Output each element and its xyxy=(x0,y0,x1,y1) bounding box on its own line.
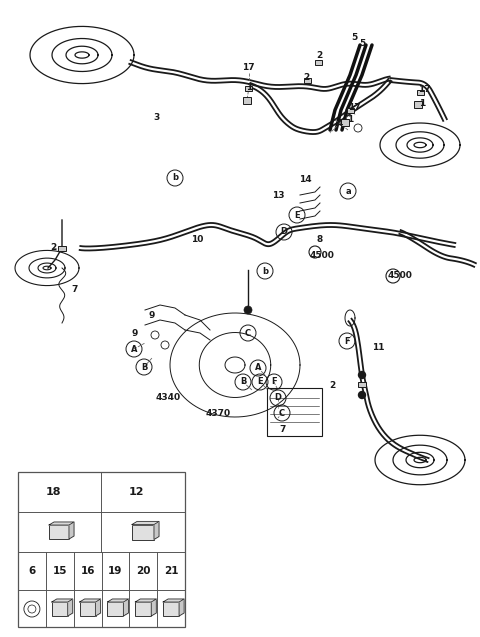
Polygon shape xyxy=(96,599,101,616)
Text: b: b xyxy=(262,266,268,275)
Text: 6: 6 xyxy=(28,566,36,576)
Text: a: a xyxy=(28,487,34,496)
Polygon shape xyxy=(135,599,156,602)
Text: 17: 17 xyxy=(348,103,360,111)
FancyBboxPatch shape xyxy=(163,602,179,616)
FancyBboxPatch shape xyxy=(347,108,353,113)
Text: 1: 1 xyxy=(419,99,425,108)
FancyBboxPatch shape xyxy=(358,382,366,387)
Text: 9: 9 xyxy=(149,311,155,320)
FancyBboxPatch shape xyxy=(49,525,69,539)
Text: D: D xyxy=(280,227,288,236)
Text: 4: 4 xyxy=(337,118,343,127)
Text: 1: 1 xyxy=(246,83,252,92)
Text: 4340: 4340 xyxy=(156,394,180,403)
FancyBboxPatch shape xyxy=(58,245,66,250)
Text: 3: 3 xyxy=(153,113,159,122)
Polygon shape xyxy=(163,599,184,602)
FancyBboxPatch shape xyxy=(132,524,154,540)
Text: F: F xyxy=(271,378,277,387)
FancyBboxPatch shape xyxy=(341,118,349,125)
FancyBboxPatch shape xyxy=(414,101,422,108)
Text: C: C xyxy=(245,329,251,338)
Text: 4370: 4370 xyxy=(205,408,230,417)
FancyBboxPatch shape xyxy=(303,78,311,83)
Text: E: E xyxy=(257,378,263,387)
Text: A: A xyxy=(131,345,137,354)
FancyBboxPatch shape xyxy=(135,602,151,616)
Polygon shape xyxy=(123,599,129,616)
Text: 5: 5 xyxy=(359,39,365,48)
Polygon shape xyxy=(68,599,73,616)
Text: 12: 12 xyxy=(129,487,144,497)
Text: 7: 7 xyxy=(72,285,78,294)
FancyBboxPatch shape xyxy=(417,90,423,94)
Polygon shape xyxy=(154,522,159,540)
FancyBboxPatch shape xyxy=(52,602,68,616)
Text: a: a xyxy=(345,187,351,196)
Text: D: D xyxy=(275,394,281,403)
Text: 21: 21 xyxy=(164,566,179,576)
FancyBboxPatch shape xyxy=(18,472,185,627)
Text: 15: 15 xyxy=(52,566,67,576)
Text: B: B xyxy=(141,362,147,371)
Text: 16: 16 xyxy=(80,566,95,576)
Text: 17: 17 xyxy=(418,85,430,94)
Text: 11: 11 xyxy=(372,343,384,352)
Polygon shape xyxy=(49,522,74,525)
Text: 4500: 4500 xyxy=(387,271,412,280)
FancyBboxPatch shape xyxy=(108,602,123,616)
Text: A: A xyxy=(255,364,261,373)
Text: 2: 2 xyxy=(329,380,335,389)
Polygon shape xyxy=(52,599,73,602)
Polygon shape xyxy=(108,599,129,602)
Text: F: F xyxy=(344,336,350,345)
Polygon shape xyxy=(179,599,184,616)
Text: 2: 2 xyxy=(316,50,322,59)
FancyBboxPatch shape xyxy=(314,59,322,64)
Text: 5: 5 xyxy=(351,34,357,43)
Circle shape xyxy=(359,392,365,399)
Text: 18: 18 xyxy=(46,487,61,497)
Text: b: b xyxy=(172,173,178,182)
Circle shape xyxy=(359,371,365,378)
Circle shape xyxy=(244,306,252,314)
Text: 13: 13 xyxy=(272,192,284,201)
Polygon shape xyxy=(151,599,156,616)
Text: 2: 2 xyxy=(50,243,56,252)
FancyBboxPatch shape xyxy=(80,602,96,616)
Text: 4500: 4500 xyxy=(310,250,335,259)
Polygon shape xyxy=(69,522,74,539)
Text: E: E xyxy=(294,210,300,220)
Polygon shape xyxy=(132,522,159,524)
FancyBboxPatch shape xyxy=(244,85,252,90)
Text: 7: 7 xyxy=(280,426,286,434)
Text: 8: 8 xyxy=(317,236,323,245)
Polygon shape xyxy=(80,599,101,602)
Text: 17: 17 xyxy=(242,64,254,73)
Text: 2: 2 xyxy=(303,73,309,82)
Text: B: B xyxy=(240,378,246,387)
Text: b: b xyxy=(111,487,117,496)
Text: 14: 14 xyxy=(299,176,312,185)
FancyBboxPatch shape xyxy=(243,96,251,103)
Text: 1: 1 xyxy=(347,115,353,124)
Text: C: C xyxy=(279,408,285,417)
Text: 20: 20 xyxy=(136,566,151,576)
Text: 19: 19 xyxy=(108,566,122,576)
Text: 9: 9 xyxy=(132,329,138,338)
Text: 10: 10 xyxy=(191,236,203,245)
